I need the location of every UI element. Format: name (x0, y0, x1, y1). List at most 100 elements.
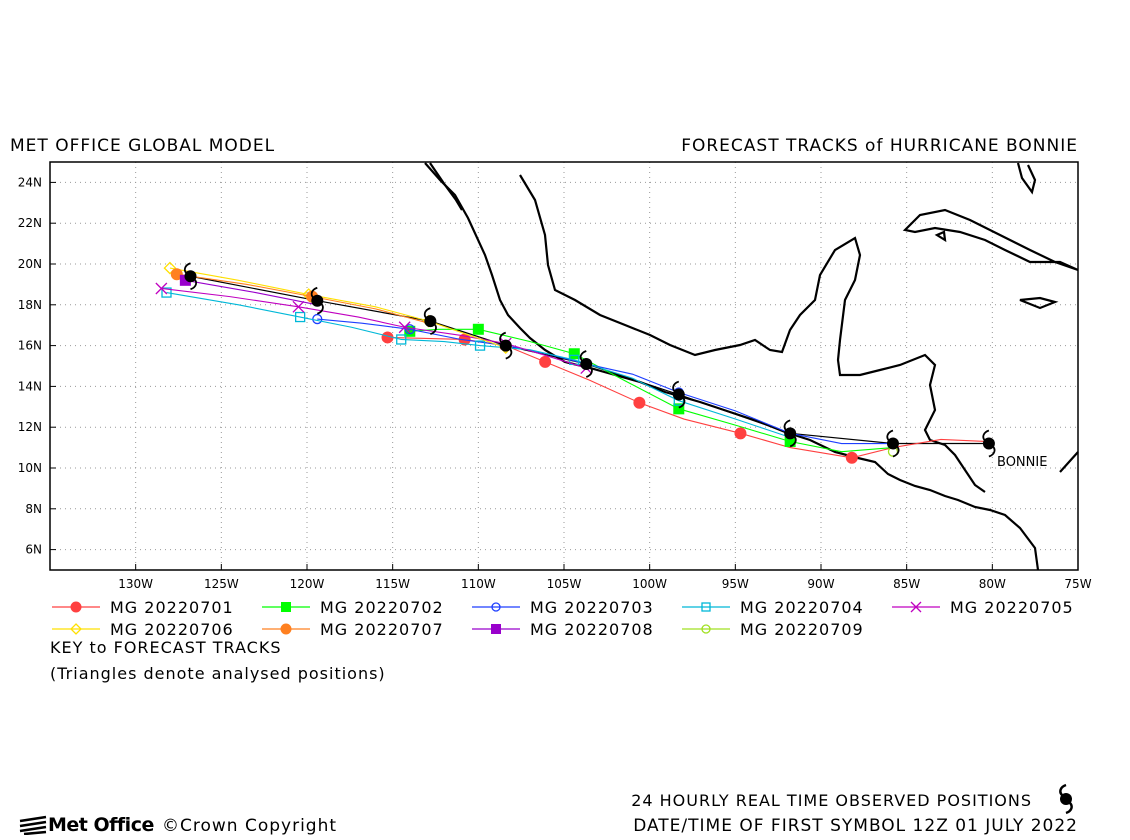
coastline-colombia (1059, 451, 1079, 473)
track-marker (474, 340, 486, 351)
legend-swatch-icon (262, 623, 310, 635)
legend-item: MG 20220704 (680, 598, 890, 617)
legend-row: MG 20220706 MG 20220707 MG 20220708 MG 2022… (50, 618, 1110, 640)
forecast-track-map: 6N 8N 10N 12N 14N 16N 18N 20N 22N 24N 130W 125W 120W… (18, 161, 1092, 591)
lon-tick-label: 85W (893, 577, 920, 591)
track-marker (294, 311, 306, 323)
track-marker (539, 355, 552, 368)
track-marker (292, 300, 305, 313)
hurricane-symbol-icon (423, 307, 437, 335)
copyright-notice: ©Crown Copyright (162, 816, 338, 836)
lon-tick-label: 110W (461, 577, 496, 591)
lon-tick-label: 95W (722, 577, 749, 591)
storm-symbols (183, 262, 996, 458)
legend-label: MG 20220704 (740, 597, 864, 617)
legend-swatch-icon (472, 624, 520, 634)
track-marker (398, 321, 411, 334)
observed-positions-note: 24 HOURLY REAL TIME OBSERVED POSITIONS (631, 791, 1032, 810)
forecast-track-line (409, 328, 894, 453)
track-marker (396, 334, 407, 345)
hurricane-symbol-icon (183, 262, 198, 291)
track-marker (70, 623, 82, 635)
track-marker (673, 403, 685, 415)
track-marker (633, 396, 646, 409)
hurricane-symbol-icon (672, 380, 686, 409)
map-title-right: FORECAST TRACKS of HURRICANE BONNIE (681, 136, 1078, 156)
track-marker (701, 624, 711, 634)
legend-item: MG 20220708 (470, 620, 680, 639)
legend-swatch-icon (52, 601, 100, 613)
legend-label: MG 20220708 (530, 619, 654, 639)
lon-tick-label: 125W (204, 577, 239, 591)
legend-label: MG 20220705 (950, 597, 1074, 617)
legend-swatch-icon (262, 602, 310, 612)
coastline-jamaica (1019, 296, 1059, 310)
forecast-track-line (185, 279, 318, 306)
coastline-cuba (902, 208, 1079, 272)
hurricane-symbol-icon (310, 286, 324, 315)
coastline-baja (429, 162, 463, 211)
track-marker (734, 427, 747, 440)
track-marker (155, 282, 168, 295)
coastline-florida (1016, 162, 1037, 195)
legend-label: MG 20220703 (530, 597, 654, 617)
track-marker (404, 324, 415, 335)
track-marker (568, 348, 580, 360)
track-marker (163, 261, 177, 275)
key-note: (Triangles denote analysed positions) (50, 664, 386, 683)
legend-item: MG 20220706 (50, 620, 260, 639)
track-marker (491, 624, 501, 634)
lat-tick-label: 8N (25, 502, 42, 516)
forecast-series (155, 261, 986, 464)
lat-tick-label: 22N (18, 216, 42, 230)
forecast-track-line (169, 267, 506, 349)
met-office-logo-icon (19, 815, 47, 835)
legend-label: MG 20220707 (320, 619, 444, 639)
lat-tick-label: 24N (18, 175, 42, 189)
track-marker (179, 274, 191, 286)
coastline-gulf-mexico (519, 174, 986, 493)
track-marker (472, 323, 484, 335)
key-title: KEY to FORECAST TRACKS (50, 638, 282, 657)
legend-item: MG 20220705 (890, 598, 1100, 617)
lon-tick-label: 90W (807, 577, 834, 591)
met-office-logo: Met Office (18, 814, 154, 836)
legend-label: MG 20220702 (320, 597, 444, 617)
map-frame (49, 161, 1079, 571)
lon-tick-label: 80W (979, 577, 1006, 591)
track-marker (845, 451, 858, 464)
legend-label: MG 20220706 (110, 619, 234, 639)
legend-item: MG 20220701 (50, 598, 260, 617)
lat-tick-label: 16N (18, 339, 42, 353)
forecast-legend: MG 20220701 MG 20220702 MG 20220703 MG 2022… (50, 596, 1110, 640)
hurricane-symbol-icon (579, 350, 593, 378)
track-marker (701, 602, 711, 612)
lon-tick-label: 130W (118, 577, 153, 591)
track-marker (281, 602, 291, 612)
legend-label: MG 20220701 (110, 597, 234, 617)
legend-item: MG 20220709 (680, 620, 890, 639)
legend-swatch-icon (892, 601, 940, 613)
track-marker (491, 602, 501, 612)
lat-tick-label: 18N (18, 298, 42, 312)
lat-tick-label: 20N (18, 257, 42, 271)
lat-tick-label: 6N (25, 543, 42, 557)
lon-tick-label: 75W (1064, 577, 1091, 591)
hurricane-symbol-icon (1059, 783, 1073, 815)
track-marker (70, 601, 82, 613)
legend-item: MG 20220707 (260, 620, 470, 639)
first-symbol-datetime: DATE/TIME OF FIRST SYMBOL 12Z 01 JULY 20… (633, 816, 1078, 836)
lon-tick-label: 120W (290, 577, 325, 591)
coastline-pacific-mexico (424, 162, 1040, 571)
track-marker (161, 287, 172, 298)
track-marker (312, 313, 323, 325)
hurricane-symbol-icon (982, 429, 996, 458)
map-title-left: MET OFFICE GLOBAL MODEL (10, 136, 276, 156)
track-marker (784, 435, 796, 447)
legend-swatch-icon (472, 602, 520, 612)
legend-row: MG 20220701 MG 20220702 MG 20220703 MG 2022… (50, 596, 1110, 618)
forecast-track-line (161, 287, 587, 369)
track-marker (170, 268, 183, 281)
hurricane-symbol-icon (886, 429, 900, 458)
track-marker (910, 601, 922, 613)
